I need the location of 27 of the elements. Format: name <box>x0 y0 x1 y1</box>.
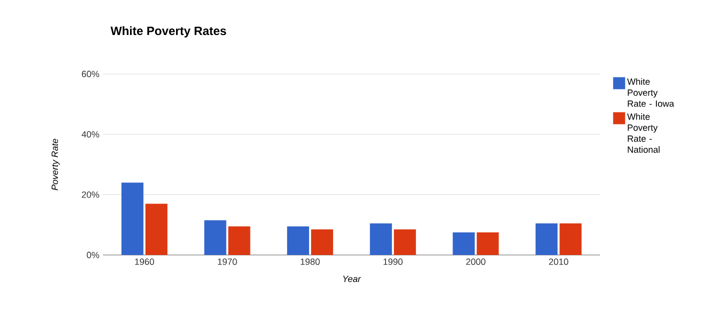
x-tick-label: 2000 <box>466 258 486 265</box>
bar <box>476 232 499 255</box>
x-tick-label: 1990 <box>384 258 403 265</box>
bar <box>228 226 250 255</box>
bar <box>394 229 416 255</box>
x-tick-label: 1970 <box>218 258 237 265</box>
y-tick-label: 60% <box>82 70 100 78</box>
bar <box>287 226 310 255</box>
bar <box>536 223 558 255</box>
y-tick-label: 20% <box>82 191 100 198</box>
bar <box>121 182 144 255</box>
legend-label: White Poverty Rate - National <box>627 113 660 153</box>
y-tick-label: 0% <box>86 252 100 258</box>
x-tick-label: 2010 <box>549 258 568 265</box>
bar <box>204 220 226 255</box>
bar <box>370 223 392 255</box>
legend-label: White Poverty Rate - Iowa <box>627 78 674 107</box>
bar <box>560 223 582 255</box>
x-axis-title: Year <box>343 276 362 282</box>
x-tick-label: 1980 <box>300 258 320 265</box>
x-tick-label: 1960 <box>135 258 154 265</box>
bar <box>452 232 475 255</box>
y-tick-label: 40% <box>82 131 100 138</box>
bar <box>311 229 334 255</box>
y-axis-title: Poverty Rate <box>52 138 60 190</box>
bar <box>145 204 168 255</box>
chart-title: White Poverty Rates <box>110 26 226 38</box>
